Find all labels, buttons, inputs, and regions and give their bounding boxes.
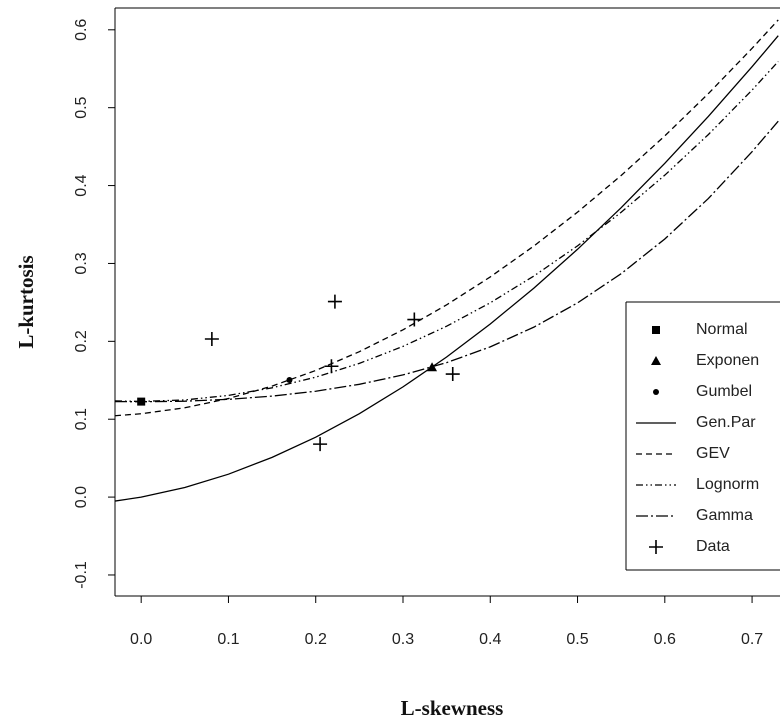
- x-tick-label: 0.5: [566, 631, 588, 648]
- point: [313, 437, 328, 452]
- x-tick-label: 0.3: [392, 631, 414, 648]
- point: [204, 331, 219, 346]
- curve: [115, 35, 779, 502]
- legend-label: Normal: [696, 321, 748, 338]
- y-tick-label: 0.5: [73, 96, 90, 118]
- x-tick-label: 0.1: [217, 631, 239, 648]
- legend-swatch: [652, 326, 660, 334]
- y-tick-label: 0.1: [73, 408, 90, 430]
- x-tick-label: 0.4: [479, 631, 501, 648]
- point: [324, 359, 339, 374]
- x-tick-label: 0.7: [741, 631, 763, 648]
- y-tick-label: 0.2: [73, 330, 90, 352]
- y-tick-label: 0.0: [73, 486, 90, 508]
- legend-label: Lognorm: [696, 476, 759, 493]
- legend-swatch: [649, 540, 663, 554]
- curve: [115, 120, 779, 403]
- point: [407, 312, 422, 327]
- legend-label: Data: [696, 538, 730, 555]
- legend-label: Gamma: [696, 507, 753, 524]
- y-tick-label: 0.3: [73, 252, 90, 274]
- point: [445, 367, 460, 382]
- point: [327, 294, 342, 309]
- x-tick-label: 0.2: [305, 631, 327, 648]
- curve: [115, 19, 779, 417]
- legend-swatch: [651, 356, 661, 365]
- y-axis-title: L-kurtosis: [14, 255, 38, 348]
- legend-label: GEV: [696, 445, 730, 462]
- y-tick-label: 0.6: [73, 19, 90, 41]
- plot-area: [115, 19, 779, 502]
- legend-label: Gumbel: [696, 383, 752, 400]
- y-tick-label: -0.1: [73, 561, 90, 589]
- curve: [115, 61, 779, 403]
- y-tick-label: 0.4: [73, 174, 90, 196]
- legend-swatch: [653, 389, 659, 395]
- legend-label: Exponen: [696, 352, 759, 369]
- x-tick-label: 0.0: [130, 631, 152, 648]
- x-tick-label: 0.6: [654, 631, 676, 648]
- legend-label: Gen.Par: [696, 414, 756, 431]
- point: [286, 376, 293, 383]
- x-axis-title: L-skewness: [401, 696, 504, 720]
